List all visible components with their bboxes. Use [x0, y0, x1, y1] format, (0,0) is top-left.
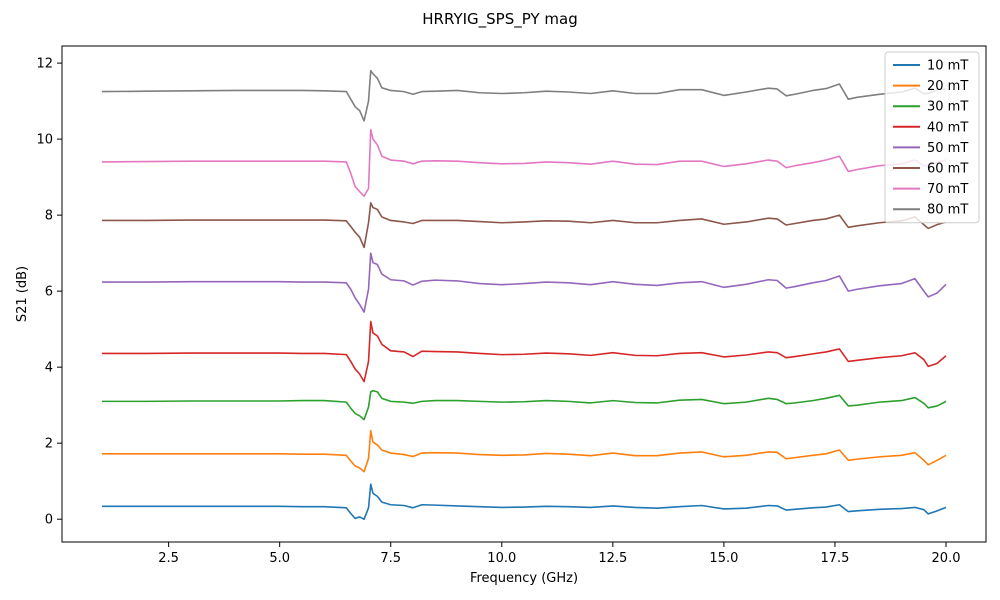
series-line-6 — [101, 202, 947, 249]
y-tick-label: 12 — [36, 57, 53, 72]
x-tick-label: 15.0 — [709, 551, 738, 566]
plot-frame — [61, 45, 987, 543]
legend-label: 10 mT — [927, 59, 968, 74]
legend-label: 50 mT — [927, 141, 968, 156]
x-tick-label: 10.0 — [487, 551, 516, 566]
series-layer — [101, 69, 947, 520]
y-axis-label: S21 (dB) — [15, 266, 30, 322]
legend-box — [884, 51, 980, 224]
x-axis-label: Frequency (GHz) — [470, 571, 578, 586]
legend-label: 30 mT — [927, 100, 968, 115]
y-tick-label: 4 — [45, 361, 53, 376]
legend-label: 60 mT — [927, 162, 968, 177]
x-tick-label: 2.5 — [158, 551, 179, 566]
x-tick-label: 12.5 — [598, 551, 627, 566]
legend-label: 80 mT — [927, 203, 968, 218]
y-tick-label: 6 — [45, 285, 53, 300]
series-line-5 — [101, 252, 947, 313]
x-tick-label: 17.5 — [820, 551, 849, 566]
y-tick-label: 0 — [45, 513, 53, 528]
y-tick-label: 10 — [36, 133, 53, 148]
y-tick-label: 8 — [45, 209, 53, 224]
legend: 10 mT 20 mT 30 mT 40 mT 50 mT 60 mT 70 mT 80 mT — [884, 51, 980, 224]
series-line-2 — [101, 429, 947, 473]
series-line-3 — [101, 389, 947, 421]
series-line-4 — [101, 320, 947, 383]
chart-title: HRRYIG_SPS_PY mag — [422, 10, 577, 29]
series-line-1 — [101, 483, 947, 520]
series-line-7 — [101, 128, 947, 197]
x-axis-ticks: 2.5 5.0 7.5 10.0 12.5 15.0 17.5 20.0 — [158, 542, 960, 566]
legend-label: 40 mT — [927, 120, 968, 135]
x-tick-label: 7.5 — [380, 551, 401, 566]
legend-label: 70 mT — [927, 182, 968, 197]
y-axis-ticks: 0 2 4 6 8 10 12 — [36, 57, 62, 528]
series-line-8 — [101, 69, 947, 122]
x-tick-label: 5.0 — [269, 551, 290, 566]
legend-label: 20 mT — [927, 79, 968, 94]
y-tick-label: 2 — [45, 437, 53, 452]
x-tick-label: 20.0 — [932, 551, 961, 566]
